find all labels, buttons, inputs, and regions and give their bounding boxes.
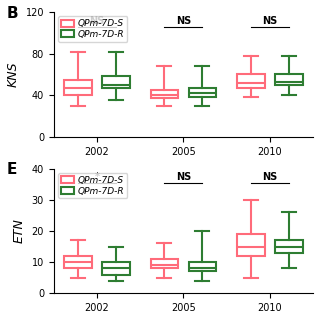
PathPatch shape	[64, 80, 92, 95]
Text: NS: NS	[176, 16, 191, 26]
Legend: QPm-7D-S, QPm-7D-R: QPm-7D-S, QPm-7D-R	[58, 17, 127, 42]
PathPatch shape	[102, 262, 130, 275]
Text: NS: NS	[262, 172, 277, 182]
Legend: QPm-7D-S, QPm-7D-R: QPm-7D-S, QPm-7D-R	[58, 173, 127, 198]
PathPatch shape	[150, 259, 178, 268]
Text: *: *	[94, 172, 100, 182]
PathPatch shape	[275, 240, 303, 253]
PathPatch shape	[150, 90, 178, 98]
PathPatch shape	[64, 256, 92, 268]
PathPatch shape	[237, 74, 265, 88]
PathPatch shape	[188, 88, 216, 97]
Y-axis label: KNS: KNS	[7, 62, 20, 87]
Text: B: B	[7, 6, 19, 21]
Text: NS: NS	[89, 16, 105, 26]
PathPatch shape	[188, 262, 216, 271]
Text: NS: NS	[262, 16, 277, 26]
PathPatch shape	[275, 74, 303, 85]
PathPatch shape	[102, 76, 130, 88]
Y-axis label: ETN: ETN	[13, 219, 26, 243]
PathPatch shape	[237, 234, 265, 256]
Text: E: E	[7, 162, 17, 177]
Text: NS: NS	[176, 172, 191, 182]
